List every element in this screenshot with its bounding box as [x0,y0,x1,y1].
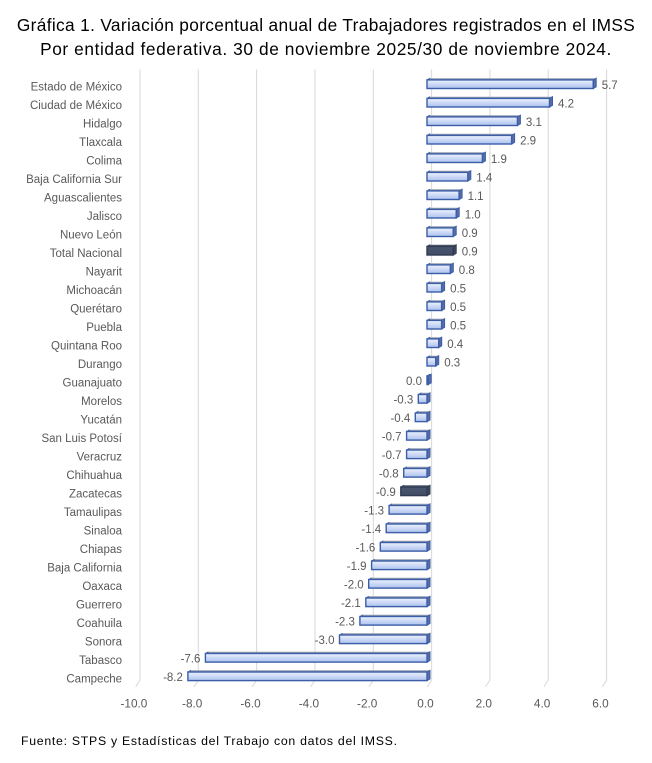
svg-text:-1.3: -1.3 [364,506,384,518]
svg-text:1.1: 1.1 [468,191,484,203]
svg-text:Chiapas: Chiapas [80,544,122,556]
svg-text:-0.7: -0.7 [382,450,402,462]
svg-text:-1.6: -1.6 [355,543,375,555]
svg-text:0.5: 0.5 [450,321,466,333]
svg-text:1.0: 1.0 [465,210,481,222]
svg-text:0.0: 0.0 [417,697,434,711]
svg-text:0.5: 0.5 [450,284,466,296]
svg-text:Hidalgo: Hidalgo [83,119,122,131]
svg-text:0.8: 0.8 [459,265,475,277]
svg-text:Yucatán: Yucatán [80,415,122,427]
svg-text:0.5: 0.5 [450,302,466,314]
svg-text:4.0: 4.0 [534,697,551,711]
svg-text:-2.3: -2.3 [335,617,355,629]
svg-text:-2.0: -2.0 [344,580,364,592]
svg-text:-0.8: -0.8 [379,469,399,481]
svg-text:San Luis Potosí: San Luis Potosí [41,433,122,445]
svg-text:Total Nacional: Total Nacional [50,248,122,260]
svg-text:Nuevo León: Nuevo León [60,230,122,242]
svg-text:-0.9: -0.9 [376,487,396,499]
svg-text:-0.3: -0.3 [393,395,413,407]
svg-text:Durango: Durango [78,359,122,371]
svg-text:Nayarit: Nayarit [86,267,123,279]
svg-text:Querétaro: Querétaro [70,304,122,316]
svg-text:6.0: 6.0 [592,697,609,711]
svg-text:Guerrero: Guerrero [76,600,122,612]
svg-text:Chihuahua: Chihuahua [66,470,122,482]
svg-text:0.9: 0.9 [462,247,478,259]
svg-text:Tabasco: Tabasco [79,655,122,667]
svg-text:-1.4: -1.4 [361,524,381,536]
svg-text:-2.0: -2.0 [357,697,378,711]
svg-text:Baja California Sur: Baja California Sur [26,174,122,186]
svg-text:Morelos: Morelos [81,396,122,408]
svg-text:Jalisco: Jalisco [87,211,122,223]
svg-text:-4.0: -4.0 [299,697,320,711]
svg-text:Michoacán: Michoacán [66,285,122,297]
svg-text:5.7: 5.7 [602,80,618,92]
svg-text:Puebla: Puebla [86,322,122,334]
svg-text:-10.0: -10.0 [120,697,147,711]
svg-text:2.0: 2.0 [476,697,493,711]
svg-text:-2.1: -2.1 [341,598,361,610]
svg-text:0.3: 0.3 [444,358,460,370]
svg-text:0.4: 0.4 [447,339,464,351]
svg-text:2.9: 2.9 [520,136,536,148]
svg-text:1.9: 1.9 [491,154,507,166]
svg-text:0.0: 0.0 [406,376,422,388]
svg-text:Guanajuato: Guanajuato [63,378,122,390]
svg-text:Ciudad de México: Ciudad de México [30,100,122,112]
svg-text:Tlaxcala: Tlaxcala [79,137,122,149]
svg-text:-0.7: -0.7 [382,432,402,444]
svg-text:1.4: 1.4 [476,173,493,185]
svg-text:Estado de México: Estado de México [31,82,122,94]
svg-text:Colima: Colima [86,156,122,168]
svg-text:3.1: 3.1 [526,117,542,129]
svg-text:Aguascalientes: Aguascalientes [44,193,122,205]
svg-text:Campeche: Campeche [66,674,122,686]
svg-text:0.9: 0.9 [462,228,478,240]
svg-text:Tamaulipas: Tamaulipas [64,507,122,519]
svg-text:-1.9: -1.9 [347,561,367,573]
svg-text:Veracruz: Veracruz [77,452,123,464]
svg-text:Zacatecas: Zacatecas [69,489,122,501]
svg-text:Sinaloa: Sinaloa [84,526,123,538]
svg-text:-0.4: -0.4 [390,413,410,425]
svg-text:Baja California: Baja California [47,563,122,575]
svg-text:-8.2: -8.2 [163,672,183,684]
svg-text:Sonora: Sonora [85,637,123,649]
svg-text:Coahuila: Coahuila [77,618,123,630]
svg-text:-6.0: -6.0 [240,697,261,711]
svg-text:Oaxaca: Oaxaca [82,581,122,593]
svg-text:4.2: 4.2 [558,99,574,111]
svg-text:-8.0: -8.0 [182,697,203,711]
svg-text:Quintana Roo: Quintana Roo [51,341,122,353]
svg-text:-7.6: -7.6 [181,654,201,666]
svg-text:-3.0: -3.0 [315,635,335,647]
